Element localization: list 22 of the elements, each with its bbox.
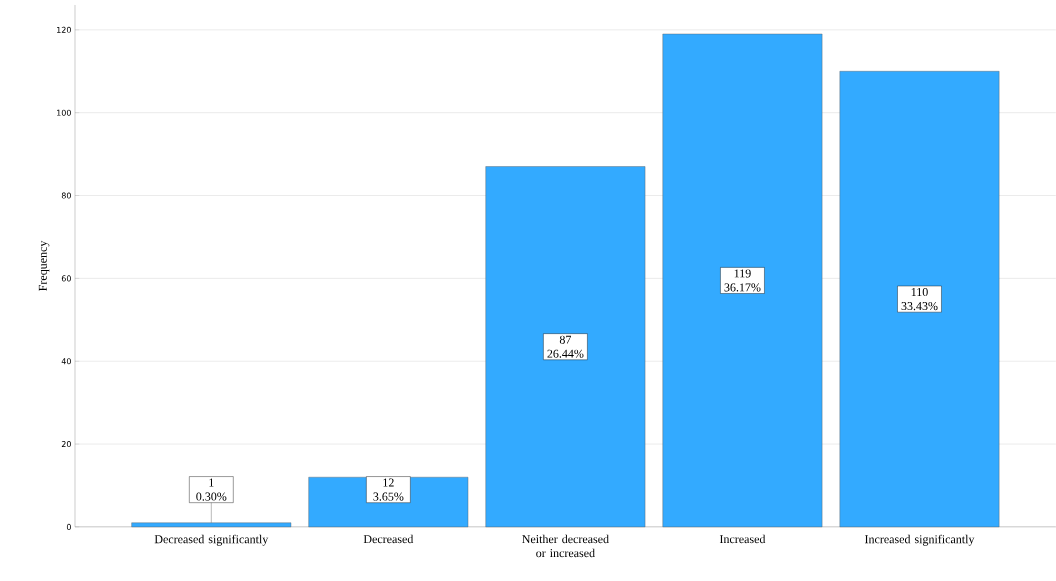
bar xyxy=(839,71,1000,528)
y-tick-label: 20 xyxy=(61,441,71,448)
x-tick-label: Decreased xyxy=(363,534,414,544)
data-label: 12 3.65% xyxy=(373,478,404,501)
x-tick-label: Decreased significantly xyxy=(154,534,269,546)
y-tick-label: 120 xyxy=(57,26,71,33)
data-label: 87 26.44% xyxy=(547,335,584,358)
y-tick-label: 80 xyxy=(61,192,71,199)
bar xyxy=(131,522,292,528)
bar xyxy=(662,33,823,528)
data-label: 110 33.43% xyxy=(901,288,938,311)
bar xyxy=(485,166,646,528)
y-tick-label: 40 xyxy=(61,358,71,365)
y-axis-title: Frequency xyxy=(38,240,50,291)
y-tick-label: 100 xyxy=(57,109,71,116)
x-tick-label: Neither decreased or increased xyxy=(522,534,609,558)
x-tick-label: Increased significantly xyxy=(864,534,975,546)
y-tick-label: 60 xyxy=(61,275,71,282)
y-tick-label: 0 xyxy=(66,523,71,530)
data-label: 1 0.30% xyxy=(196,478,227,501)
data-label: 119 36.17% xyxy=(724,269,761,292)
x-tick-label: Increased xyxy=(719,534,766,544)
